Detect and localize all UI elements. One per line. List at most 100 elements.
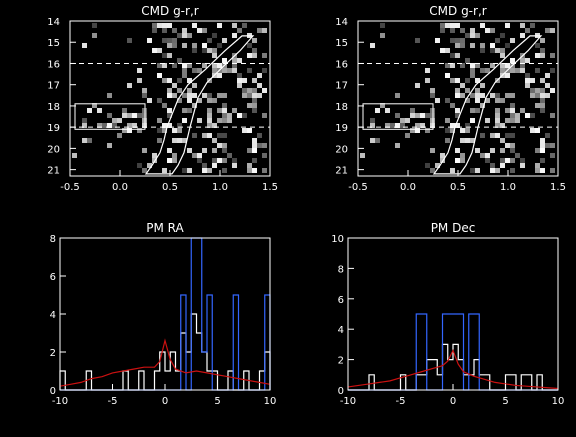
x-tick-label: 5	[502, 396, 508, 407]
density-cell	[535, 128, 540, 133]
density-cell	[500, 68, 505, 73]
density-cell	[187, 63, 192, 68]
density-cell	[420, 113, 425, 118]
density-cell	[520, 58, 525, 63]
density-cell	[92, 103, 97, 108]
density-cell	[475, 93, 480, 98]
density-cell	[237, 58, 242, 63]
density-cell	[525, 28, 530, 33]
density-cell	[535, 88, 540, 93]
density-cell	[360, 153, 365, 158]
density-cell	[167, 148, 172, 153]
density-cell	[177, 78, 182, 83]
density-cell	[415, 123, 420, 128]
density-cell	[380, 23, 385, 28]
density-cell	[515, 153, 520, 158]
density-cell	[252, 93, 257, 98]
y-tick-label: 18	[47, 102, 60, 113]
density-cell	[207, 123, 212, 128]
density-cell	[520, 63, 525, 68]
density-cell	[172, 158, 177, 163]
density-cell	[545, 83, 550, 88]
density-cell	[207, 113, 212, 118]
density-cell	[455, 38, 460, 43]
density-cell	[252, 103, 257, 108]
density-cell	[172, 93, 177, 98]
density-cell	[167, 158, 172, 163]
density-cell	[505, 108, 510, 113]
density-cell	[455, 23, 460, 28]
density-cell	[535, 68, 540, 73]
density-cell	[92, 33, 97, 38]
density-cell	[480, 103, 485, 108]
density-cell	[197, 153, 202, 158]
density-cell	[137, 128, 142, 133]
density-cell	[495, 48, 500, 53]
y-tick-label: 20	[335, 144, 348, 155]
density-cell	[167, 23, 172, 28]
x-tick-label: -10	[52, 396, 68, 407]
density-cell	[455, 158, 460, 163]
density-cell	[172, 28, 177, 33]
density-cell	[247, 88, 252, 93]
density-cell	[465, 88, 470, 93]
density-cell	[92, 23, 97, 28]
density-cell	[430, 148, 435, 153]
density-cell	[252, 53, 257, 58]
density-cell	[137, 68, 142, 73]
density-cell	[222, 113, 227, 118]
density-cell	[72, 153, 77, 158]
density-cell	[495, 98, 500, 103]
x-tick-label: -5	[396, 396, 406, 407]
density-cell	[545, 133, 550, 138]
density-cell	[232, 58, 237, 63]
density-cell	[530, 23, 535, 28]
density-cell	[247, 148, 252, 153]
density-cell	[202, 93, 207, 98]
density-cell	[157, 73, 162, 78]
density-cell	[480, 43, 485, 48]
density-cell	[460, 43, 465, 48]
density-cell	[510, 93, 515, 98]
density-cell	[370, 138, 375, 143]
density-cell	[495, 38, 500, 43]
density-cell	[545, 143, 550, 148]
density-cell	[167, 78, 172, 83]
density-cell	[217, 23, 222, 28]
density-cell	[520, 68, 525, 73]
y-tick-label: 19	[47, 123, 60, 134]
density-cell	[262, 113, 267, 118]
density-cell	[232, 23, 237, 28]
density-cell	[177, 128, 182, 133]
density-cell	[212, 123, 217, 128]
density-cell	[520, 108, 525, 113]
density-cell	[460, 158, 465, 163]
density-cell	[500, 148, 505, 153]
density-cell	[107, 143, 112, 148]
density-cell	[380, 103, 385, 108]
density-cell	[157, 98, 162, 103]
density-cell	[82, 138, 87, 143]
density-cell	[500, 63, 505, 68]
density-cell	[222, 158, 227, 163]
x-tick-label: 1.0	[212, 182, 228, 193]
density-cell	[147, 38, 152, 43]
density-cell	[187, 33, 192, 38]
density-cell	[470, 118, 475, 123]
density-cell	[510, 168, 515, 173]
density-cell	[520, 33, 525, 38]
density-cell	[127, 38, 132, 43]
density-cell	[470, 93, 475, 98]
density-cell	[530, 88, 535, 93]
series-2-line	[59, 338, 271, 387]
y-tick-label: 10	[331, 234, 344, 245]
density-cell	[242, 93, 247, 98]
density-cell	[232, 68, 237, 73]
density-cell	[415, 128, 420, 133]
density-cell	[510, 118, 515, 123]
density-cell	[505, 73, 510, 78]
y-tick-label: 14	[47, 17, 60, 28]
density-cell	[157, 23, 162, 28]
density-cell	[152, 48, 157, 53]
y-tick-label: 21	[335, 166, 348, 177]
